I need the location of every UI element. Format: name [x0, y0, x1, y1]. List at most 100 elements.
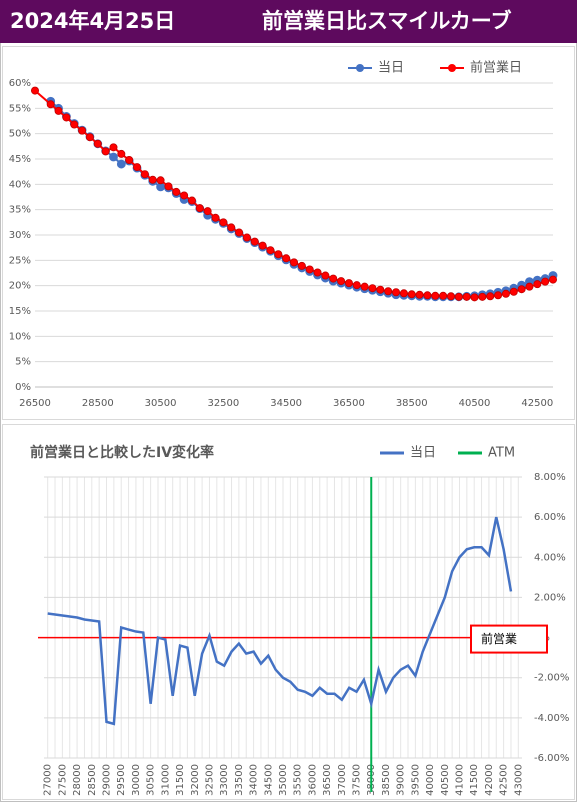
x-tick-label: 40000	[425, 764, 436, 796]
header-date: 2024年4月25日	[10, 9, 175, 33]
marker	[376, 285, 385, 294]
marker	[187, 196, 196, 205]
legend-label: 当日	[410, 446, 436, 461]
marker	[462, 292, 471, 301]
marker	[525, 282, 534, 291]
marker	[227, 223, 236, 232]
x-tick-label: 29000	[102, 764, 113, 796]
x-tick-label: 42000	[484, 764, 495, 796]
x-tick-label: 30000	[131, 764, 142, 796]
y-tick-label: 0%	[15, 382, 31, 393]
x-tick-label: 29500	[116, 764, 127, 796]
marker	[533, 280, 542, 289]
marker	[46, 100, 55, 109]
marker	[486, 292, 495, 301]
x-tick-label: 37000	[337, 764, 348, 796]
x-tick-label: 38500	[396, 398, 428, 409]
x-tick-label: 42500	[521, 398, 553, 409]
marker	[54, 106, 63, 115]
marker	[399, 289, 408, 298]
marker	[125, 156, 134, 165]
x-tick-label: 33500	[234, 764, 245, 796]
marker	[541, 277, 550, 286]
y-tick-label: -4.00%	[534, 713, 569, 724]
x-tick-label: 31000	[160, 764, 171, 796]
y-tick-label: 30%	[9, 230, 31, 241]
x-tick-label: 32500	[204, 764, 215, 796]
x-tick-label: 28000	[72, 764, 83, 796]
marker	[242, 233, 251, 242]
x-tick-label: 43000	[513, 764, 524, 796]
marker	[415, 290, 424, 299]
y-tick-label: 55%	[9, 103, 31, 114]
marker	[368, 284, 377, 293]
series-line	[47, 516, 513, 726]
y-tick-label: 35%	[9, 205, 31, 216]
x-tick-label: 39500	[410, 764, 421, 796]
x-tick-label: 35500	[293, 764, 304, 796]
x-tick-label: 33000	[219, 764, 230, 796]
x-tick-label: 28500	[82, 398, 114, 409]
x-tick-label: 39000	[396, 764, 407, 796]
x-tick-label: 30500	[146, 764, 157, 796]
x-tick-label: 28500	[87, 764, 98, 796]
marker	[70, 120, 79, 129]
y-tick-label: 4.00%	[534, 552, 566, 563]
y-tick-label: 15%	[9, 306, 31, 317]
x-tick-label: 32500	[207, 398, 239, 409]
x-tick-label: 34000	[249, 764, 260, 796]
marker	[282, 254, 291, 263]
legend-label: ATM	[488, 446, 515, 461]
marker	[344, 279, 353, 288]
marker	[352, 281, 361, 290]
x-tick-label: 32000	[190, 764, 201, 796]
legend-marker	[448, 64, 456, 72]
marker	[266, 246, 275, 255]
marker	[148, 175, 157, 184]
x-tick-label: 37500	[352, 764, 363, 796]
marker	[517, 285, 526, 294]
marker	[337, 277, 346, 286]
y-tick-label: -2.00%	[534, 673, 569, 684]
marker	[321, 271, 330, 280]
marker	[30, 86, 39, 95]
marker	[172, 187, 181, 196]
x-tick-label: 34500	[270, 398, 302, 409]
marker	[133, 163, 142, 172]
y-tick-label: 2.00%	[534, 592, 566, 603]
marker	[454, 292, 463, 301]
x-tick-label: 27500	[57, 764, 68, 796]
panel	[2, 424, 575, 800]
marker	[305, 265, 314, 274]
marker	[140, 170, 149, 179]
y-tick-label: 20%	[9, 281, 31, 292]
x-tick-label: 30500	[145, 398, 177, 409]
header-title: 前営業日比スマイルカーブ	[262, 9, 511, 33]
x-tick-label: 36500	[333, 398, 365, 409]
marker	[117, 149, 126, 158]
marker	[470, 293, 479, 302]
marker	[423, 291, 432, 300]
chart-title: 前営業日と比較したIV変化率	[30, 444, 214, 461]
marker	[258, 241, 267, 250]
marker	[250, 237, 259, 246]
marker	[101, 147, 110, 156]
marker	[164, 182, 173, 191]
marker	[297, 261, 306, 270]
panel	[2, 46, 575, 420]
y-tick-label: 8.00%	[534, 472, 566, 483]
x-tick-label: 38500	[381, 764, 392, 796]
marker	[219, 218, 228, 227]
marker	[109, 152, 118, 162]
x-tick-label: 40500	[440, 764, 451, 796]
y-tick-label: 6.00%	[534, 512, 566, 523]
y-tick-label: 45%	[9, 154, 31, 165]
header-bar	[0, 0, 577, 43]
legend-marker	[356, 64, 364, 72]
marker	[93, 139, 102, 148]
marker	[478, 292, 487, 301]
annotation-box	[470, 624, 548, 654]
marker	[494, 291, 503, 300]
marker	[62, 113, 71, 122]
y-tick-label: 25%	[9, 255, 31, 266]
